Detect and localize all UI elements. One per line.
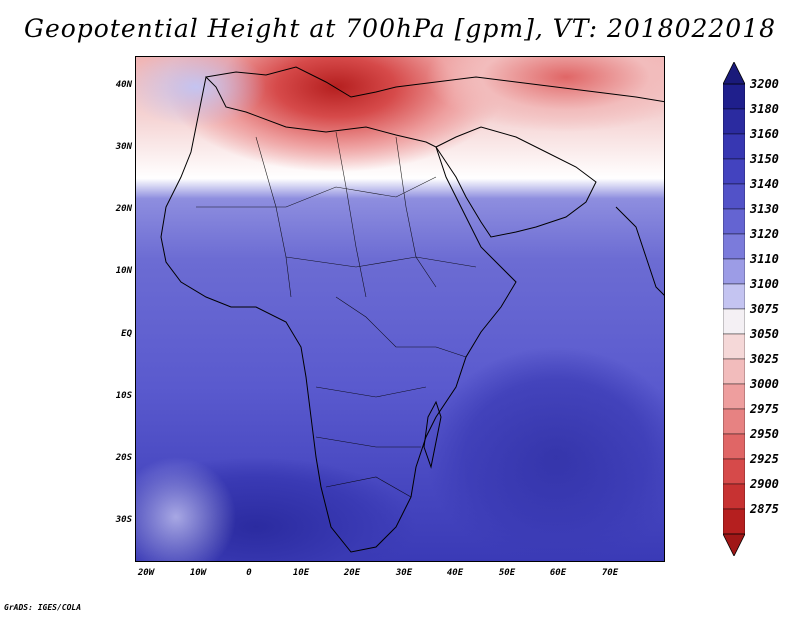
- colorbar-label: 2975: [750, 402, 779, 416]
- lon-tick-label: 10E: [292, 568, 310, 578]
- map-panel: [135, 56, 665, 562]
- colorbar-label: 3100: [750, 277, 779, 291]
- lon-tick-label: 10W: [189, 568, 207, 578]
- lon-tick-label: 40E: [446, 568, 464, 578]
- height-field-svg: [136, 57, 664, 561]
- colorbar-cell: [723, 283, 745, 310]
- colorbar-cell: [723, 83, 745, 110]
- colorbar-cell: [723, 308, 745, 335]
- colorbar-label: 3050: [750, 327, 779, 341]
- colorbar-label: 2925: [750, 452, 779, 466]
- colorbar-cell: [723, 158, 745, 185]
- colorbar-cell: [723, 133, 745, 160]
- lat-tick-label: 20S: [115, 453, 132, 463]
- colorbar-label: 3150: [750, 152, 779, 166]
- lat-tick-label: 10N: [115, 266, 132, 276]
- colorbar-label: 3180: [750, 102, 779, 116]
- colorbar-cell: [723, 433, 745, 460]
- lon-tick-label: 20E: [343, 568, 361, 578]
- lon-tick-label: 30E: [395, 568, 413, 578]
- lon-tick-label: 70E: [601, 568, 619, 578]
- colorbar-top-arrow: [723, 62, 745, 85]
- lat-tick-label: 30N: [115, 142, 132, 152]
- colorbar-cell: [723, 383, 745, 410]
- colorbar-cell: [723, 483, 745, 510]
- colorbar-bottom-arrow: [723, 533, 745, 556]
- map-title: Geopotential Height at 700hPa [gpm], VT:…: [23, 14, 777, 43]
- colorbar-cell: [723, 183, 745, 210]
- colorbar-label: 3130: [750, 202, 779, 216]
- colorbar-label: 3160: [750, 127, 779, 141]
- colorbar-cell: [723, 258, 745, 285]
- colorbar-label: 3140: [750, 177, 779, 191]
- colorbar-label: 2875: [750, 502, 779, 516]
- country-borders: [196, 131, 477, 498]
- colorbar-label: 2900: [750, 477, 779, 491]
- colorbar-label: 3120: [750, 227, 779, 241]
- colorbar-cell: [723, 508, 745, 535]
- colorbar-cell: [723, 233, 745, 260]
- lon-tick-label: 60E: [549, 568, 567, 578]
- lat-tick-label: EQ: [121, 329, 132, 339]
- colorbar: [723, 62, 745, 556]
- lat-tick-label: 30S: [115, 515, 132, 525]
- grads-credit: GrADS: IGES/COLA: [4, 603, 82, 612]
- colorbar-label: 3200: [750, 77, 779, 91]
- lat-tick-label: 10S: [115, 391, 132, 401]
- colorbar-cell: [723, 358, 745, 385]
- lon-tick-label: 20W: [137, 568, 155, 578]
- colorbar-cell: [723, 408, 745, 435]
- lon-tick-label: 0: [246, 568, 252, 578]
- colorbar-label: 3000: [750, 377, 779, 391]
- lat-tick-label: 40N: [115, 80, 132, 90]
- colorbar-label: 3110: [750, 252, 779, 266]
- colorbar-label: 3075: [750, 302, 779, 316]
- colorbar-label: 3025: [750, 352, 779, 366]
- lat-tick-label: 20N: [115, 204, 132, 214]
- lon-tick-label: 50E: [498, 568, 516, 578]
- colorbar-cell: [723, 458, 745, 485]
- colorbar-cell: [723, 208, 745, 235]
- colorbar-cell: [723, 108, 745, 135]
- colorbar-cell: [723, 333, 745, 360]
- colorbar-label: 2950: [750, 427, 779, 441]
